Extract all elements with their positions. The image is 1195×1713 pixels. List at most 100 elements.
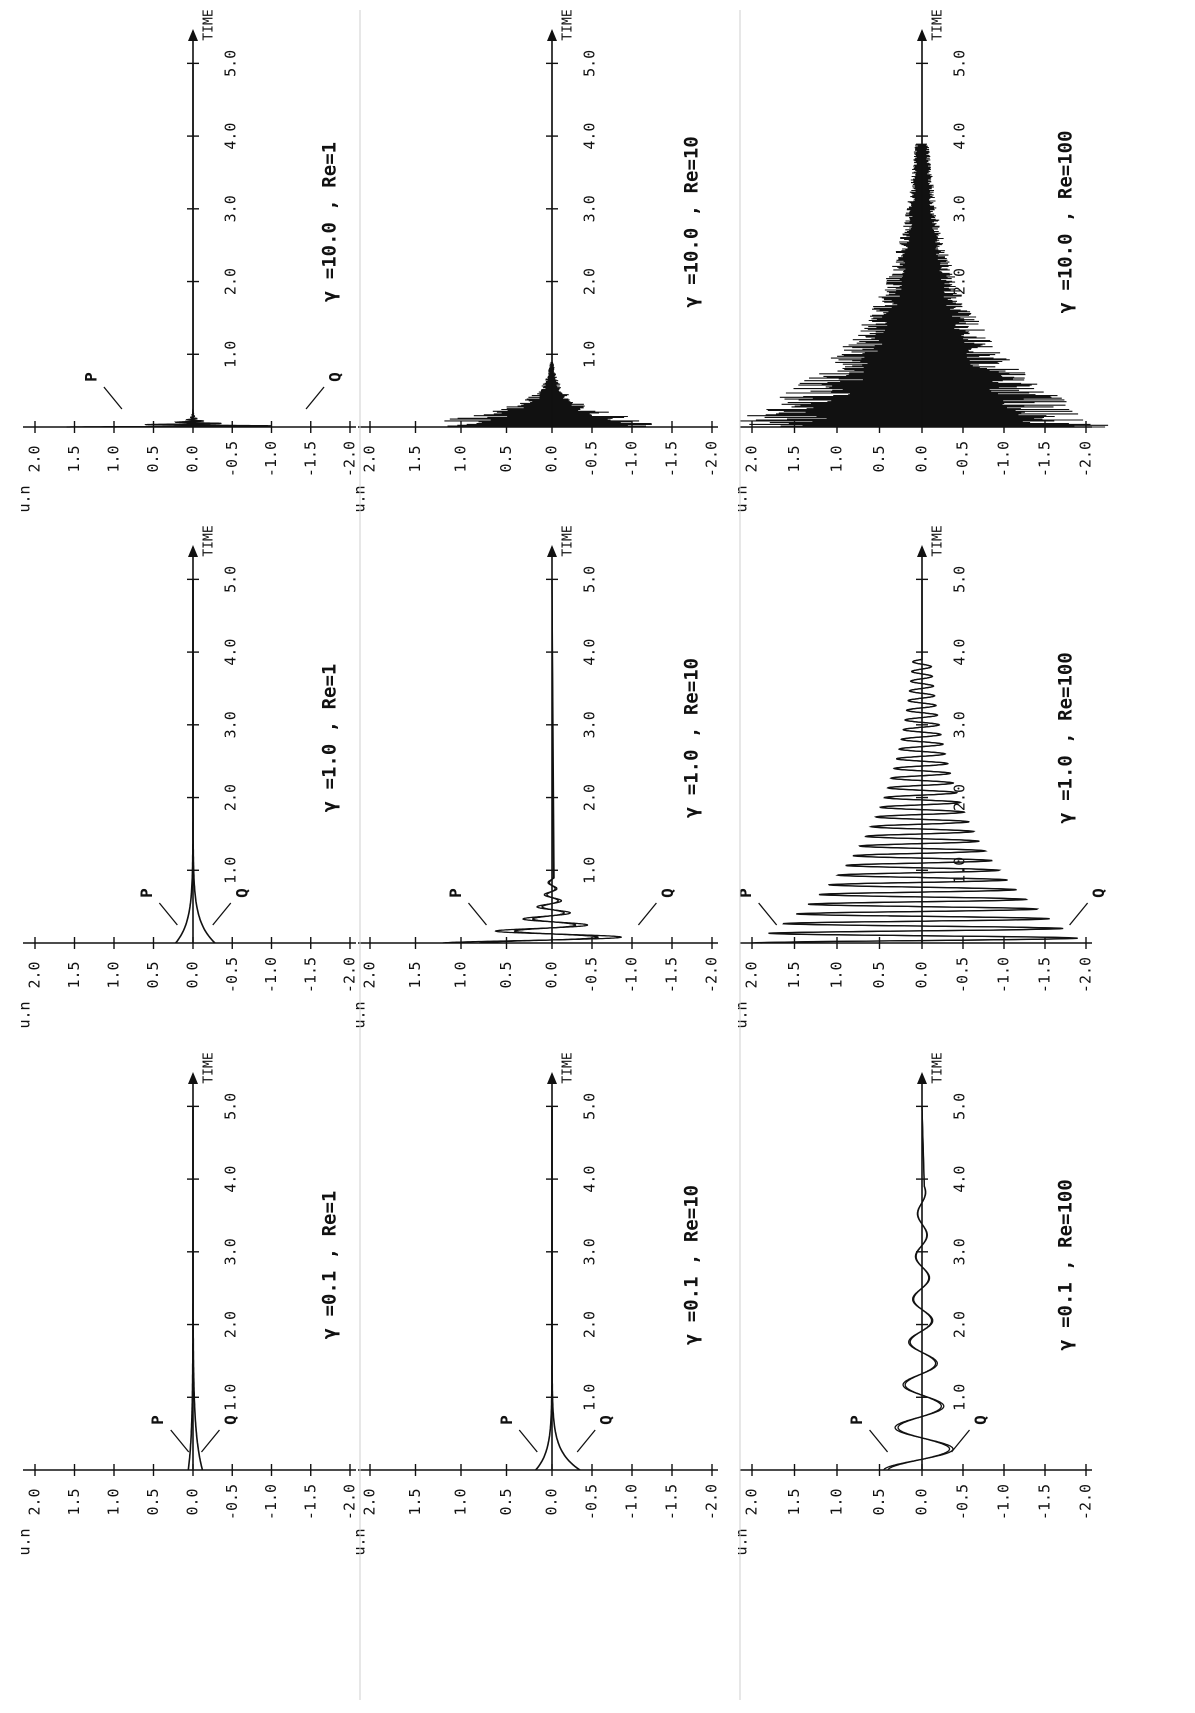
- value-tick-label: 0.0: [184, 1488, 202, 1515]
- value-tick-label: 1.5: [65, 445, 83, 472]
- series-p-line: [883, 1106, 954, 1471]
- time-axis-arrow: [917, 1072, 927, 1084]
- time-axis-label: TIME: [202, 525, 217, 556]
- time-tick-label: 2.0: [222, 1311, 240, 1338]
- time-axis-arrow: [188, 1072, 198, 1084]
- label-leader-q: [951, 1429, 971, 1453]
- label-q: Q: [1089, 888, 1108, 898]
- time-tick-label: 4.0: [222, 1166, 240, 1193]
- value-tick-label: 0.0: [913, 1488, 931, 1515]
- label-q: Q: [326, 372, 345, 382]
- chart-curves: [535, 1106, 581, 1471]
- value-tick-label: -1.0: [995, 957, 1013, 993]
- series-p-line: [478, 579, 599, 944]
- value-tick-label: 0.0: [543, 445, 561, 472]
- chart-curves: [66, 63, 272, 428]
- value-tick-label: -1.0: [623, 1484, 641, 1520]
- time-tick-label: 1.0: [222, 857, 240, 884]
- chart-curves: [174, 579, 216, 944]
- series-q-line: [887, 1106, 951, 1471]
- chart-title: γ =10.0 , Re=1: [319, 142, 341, 302]
- time-tick-label: 3.0: [581, 711, 599, 738]
- label-leader-p: [518, 1429, 538, 1453]
- chart-panel-9: 2.0 1.5 1.0 0.5 0.0 -0.5 -1.0 -1.5 -2.0u.nTIME1.…: [733, 9, 1109, 513]
- value-tick-label: 0.5: [870, 961, 888, 988]
- value-tick-label: 2.0: [26, 1488, 44, 1515]
- time-tick-label: 4.0: [951, 1166, 969, 1193]
- label-p: P: [81, 372, 100, 382]
- time-tick-label: 3.0: [951, 711, 969, 738]
- value-axis-label: u.n: [733, 1528, 751, 1555]
- value-tick-label: -1.5: [663, 1484, 681, 1520]
- value-tick-label: -0.5: [223, 441, 241, 477]
- value-tick-label: -2.0: [341, 957, 359, 993]
- time-axis-label: TIME: [561, 525, 576, 556]
- label-leader-q: [212, 902, 232, 926]
- value-tick-label: -2.0: [1077, 957, 1095, 993]
- time-tick-label: 5.0: [581, 1093, 599, 1120]
- label-leader-p: [869, 1429, 889, 1453]
- value-tick-label: -1.5: [663, 441, 681, 477]
- value-axis-label: u.n: [16, 1528, 34, 1555]
- value-axis-label: u.n: [16, 1001, 34, 1028]
- time-axis-arrow: [917, 29, 927, 41]
- time-axis-arrow: [188, 29, 198, 41]
- time-tick-label: 4.0: [951, 123, 969, 150]
- value-tick-label: 1.0: [828, 961, 846, 988]
- value-tick-label: -0.5: [954, 441, 972, 477]
- value-tick-label: -0.5: [223, 1484, 241, 1520]
- time-tick-label: 1.0: [581, 857, 599, 884]
- time-tick-label: 5.0: [581, 50, 599, 77]
- chart-title: γ =10.0 , Re=10: [681, 136, 703, 308]
- value-tick-label: 2.0: [361, 961, 379, 988]
- chart-title: γ =1.0 , Re=100: [1055, 652, 1077, 824]
- value-tick-label: -1.5: [301, 957, 319, 993]
- value-tick-label: -1.5: [1036, 1484, 1054, 1520]
- value-tick-label: -0.5: [954, 957, 972, 993]
- chart-panel-3: 2.0 1.5 1.0 0.5 0.0 -0.5 -1.0 -1.5 -2.0 u.n TIME 1.…: [733, 1052, 1095, 1555]
- time-axis-label: TIME: [202, 1052, 217, 1083]
- value-tick-label: 0.5: [144, 961, 162, 988]
- time-tick-label: 2.0: [222, 268, 240, 295]
- time-tick-label: 2.0: [951, 268, 969, 295]
- time-tick-label: 3.0: [222, 195, 240, 222]
- value-tick-label: 1.0: [828, 1488, 846, 1515]
- chart-panel-8: 2.0 1.5 1.0 0.5 0.0 -0.5 -1.0 -1.5 -2.0u.nTIME1.…: [351, 9, 721, 512]
- label-leader-p: [103, 386, 123, 410]
- time-axis-label: TIME: [202, 9, 217, 40]
- value-tick-label: 2.0: [743, 961, 761, 988]
- value-axis-label: u.n: [733, 1001, 751, 1028]
- time-tick-label: 3.0: [581, 195, 599, 222]
- chart-panel-2: 2.0 1.5 1.0 0.5 0.0 -0.5 -1.0 -1.5 -2.0u.nTIME1.…: [351, 1052, 721, 1555]
- time-tick-label: 3.0: [222, 1238, 240, 1265]
- value-tick-label: -1.0: [995, 1484, 1013, 1520]
- value-tick-label: 2.0: [26, 445, 44, 472]
- label-p: P: [847, 1415, 866, 1425]
- value-tick-label: -0.5: [583, 957, 601, 993]
- time-axis-label: TIME: [931, 9, 946, 40]
- value-tick-label: 2.0: [26, 961, 44, 988]
- value-tick-label: 1.5: [65, 1488, 83, 1515]
- chart-curves: [883, 1106, 954, 1471]
- chart-panel-1: 2.0 1.5 1.0 0.5 0.0 -0.5 -1.0 -1.5 -2.0 u.n TIME 1.…: [16, 1052, 359, 1555]
- value-tick-label: 1.0: [105, 445, 123, 472]
- time-tick-label: 5.0: [951, 50, 969, 77]
- label-leader-p: [467, 902, 487, 926]
- label-p: P: [137, 888, 156, 898]
- label-leader-q: [637, 902, 657, 926]
- value-tick-label: 0.0: [543, 1488, 561, 1515]
- chart-title: γ =1.0 , Re=1: [319, 664, 341, 813]
- value-tick-label: 1.0: [828, 445, 846, 472]
- time-tick-label: 4.0: [581, 1166, 599, 1193]
- value-tick-label: 1.5: [785, 445, 803, 472]
- value-tick-label: 1.0: [105, 1488, 123, 1515]
- value-tick-label: -1.5: [1036, 957, 1054, 993]
- value-tick-label: 1.0: [452, 1488, 470, 1515]
- time-tick-label: 1.0: [951, 1384, 969, 1411]
- time-tick-label: 4.0: [581, 639, 599, 666]
- value-tick-label: -2.0: [1077, 441, 1095, 477]
- value-tick-label: -1.0: [262, 957, 280, 993]
- time-tick-label: 1.0: [222, 341, 240, 368]
- series-q-line: [192, 1106, 204, 1471]
- value-tick-label: 0.5: [497, 961, 515, 988]
